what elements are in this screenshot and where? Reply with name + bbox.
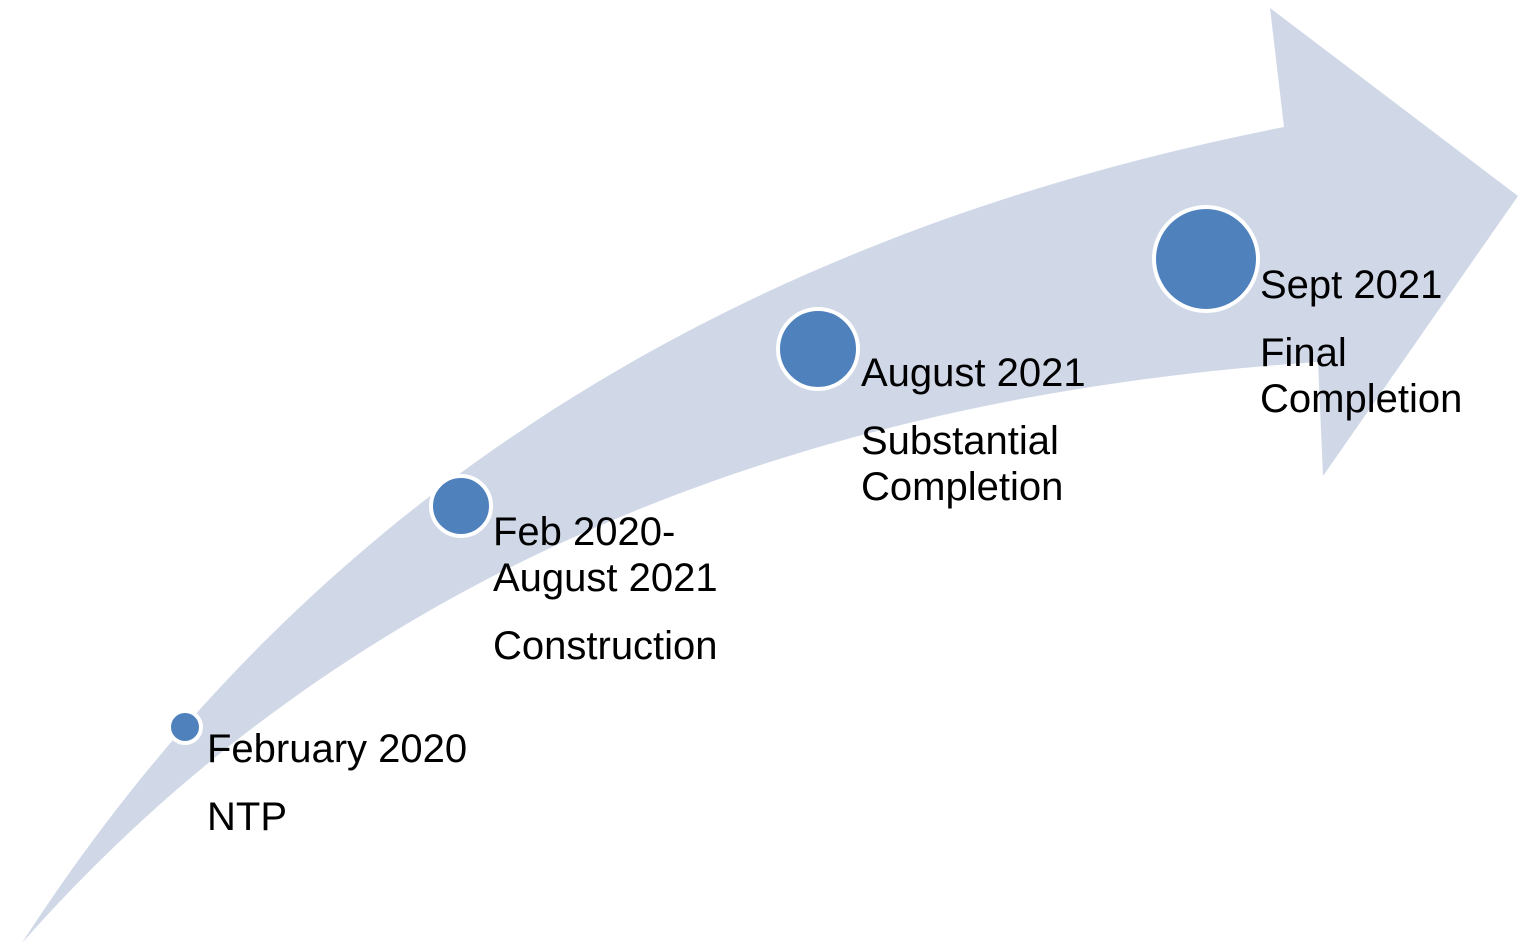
- curved-arrow-shape: [22, 8, 1518, 943]
- milestone-event: Final Completion: [1260, 331, 1463, 421]
- milestone-date: August 2021: [861, 351, 1086, 395]
- milestone-date: February 2020: [207, 727, 468, 771]
- milestone-marker-4: [1152, 205, 1260, 313]
- milestone-event: Substantial Completion: [861, 419, 1064, 509]
- milestone-label-2: Feb 2020- August 2021 Construction: [493, 509, 718, 669]
- milestone-date: Feb 2020- August 2021: [493, 510, 718, 600]
- milestone-marker-3: [776, 307, 860, 391]
- milestone-marker-1: [167, 709, 203, 745]
- milestone-label-3: August 2021 Substantial Completion: [861, 350, 1086, 510]
- milestone-date: Sept 2021: [1260, 263, 1443, 307]
- milestone-label-4: Sept 2021 Final Completion: [1260, 262, 1462, 422]
- milestone-event: NTP: [207, 795, 287, 839]
- milestone-event: Construction: [493, 624, 718, 668]
- milestone-marker-2: [429, 474, 493, 538]
- milestone-label-1: February 2020 NTP: [207, 726, 467, 840]
